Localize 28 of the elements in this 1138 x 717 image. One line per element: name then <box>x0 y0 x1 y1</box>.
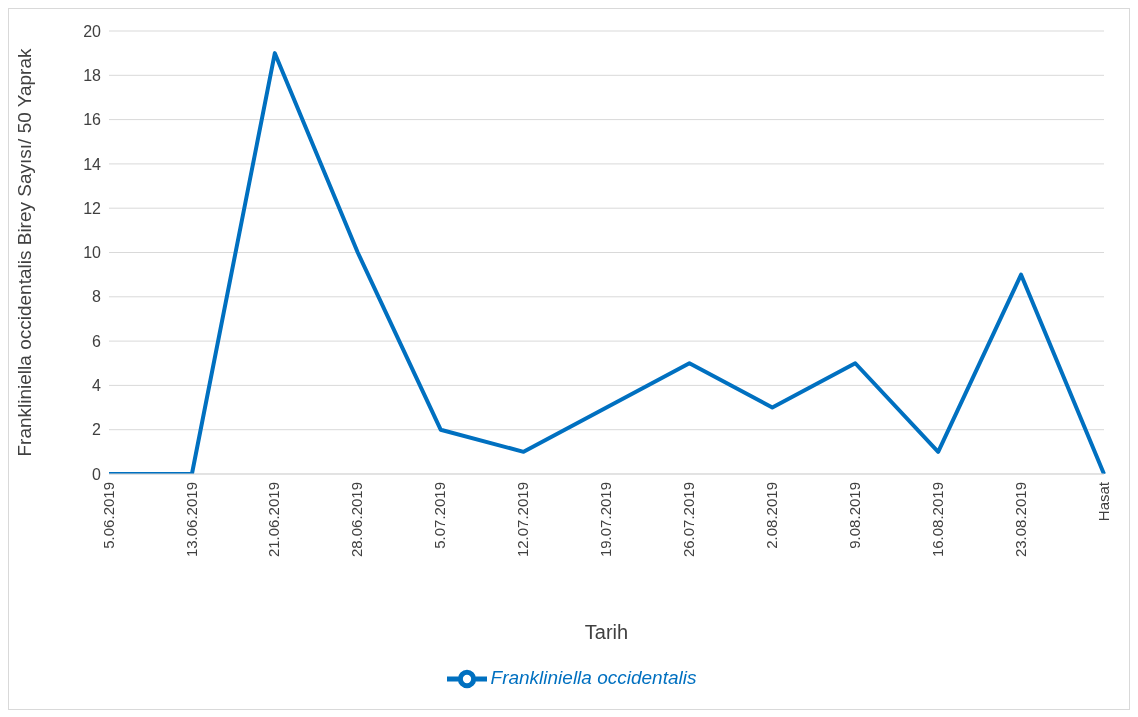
y-tick-label: 12 <box>83 199 102 217</box>
x-tick-label: 5.06.2019 <box>99 482 117 549</box>
y-tick-label: 20 <box>83 22 102 40</box>
x-tick-label: Hasat <box>1094 481 1112 522</box>
y-tick-label: 4 <box>92 377 102 395</box>
y-tick-label: 10 <box>83 244 102 262</box>
line-series <box>107 51 1106 474</box>
x-tick-label: 16.08.2019 <box>928 482 946 558</box>
x-tick-label: 19.07.2019 <box>597 482 615 558</box>
y-tick-label: 8 <box>92 288 102 306</box>
y-tick-label: 6 <box>92 332 102 350</box>
y-tick-label: 2 <box>92 421 102 439</box>
x-tick-label: 26.07.2019 <box>680 482 698 558</box>
legend-label: Frankliniella occidentalis <box>490 667 697 689</box>
y-tick-label: 18 <box>83 66 102 84</box>
y-tick-label: 0 <box>92 465 102 483</box>
x-tick-label: 13.06.2019 <box>182 482 200 558</box>
y-tick-label: 16 <box>83 111 102 129</box>
y-axis-title: Frankliniella occidentalis Birey Sayısı/ 50 Yaprak <box>13 48 35 457</box>
x-tick-label: 28.06.2019 <box>348 482 366 558</box>
x-axis-title: Tarih <box>584 621 629 643</box>
y-tick-label: 14 <box>83 155 102 173</box>
x-tick-label: 2.08.2019 <box>762 482 780 549</box>
x-tick-label: 12.07.2019 <box>514 482 532 558</box>
x-tick-label: 5.07.2019 <box>431 482 449 549</box>
x-tick-label: 21.06.2019 <box>265 482 283 558</box>
x-tick-label: 23.08.2019 <box>1011 482 1029 558</box>
x-tick-label: 9.08.2019 <box>845 482 863 549</box>
